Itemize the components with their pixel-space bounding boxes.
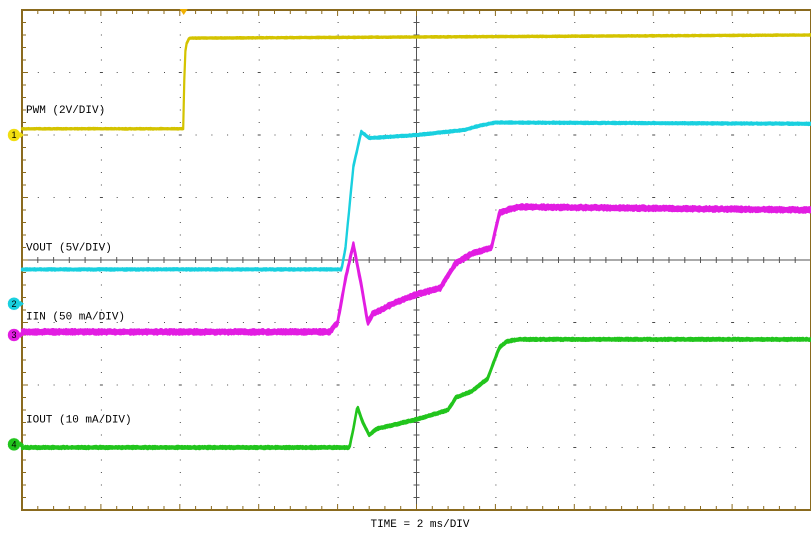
trace-pwm	[20, 33, 811, 131]
channel-3-marker: 3	[7, 328, 24, 342]
channel-4-arrow-icon	[20, 441, 24, 448]
timebase-label: TIME = 2 ms/DIV	[370, 519, 469, 531]
channel-3-number: 3	[11, 330, 16, 340]
channel-1-arrow-icon	[20, 132, 24, 138]
channel-4-marker: 4	[7, 437, 24, 452]
trace-iin	[20, 203, 811, 336]
channel-1-marker: 1	[7, 128, 24, 142]
channel-2-marker: 2	[7, 297, 24, 311]
waveform-traces	[20, 33, 811, 451]
channel-4-number: 4	[11, 440, 16, 450]
graticule	[21, 9, 811, 511]
frame-ticks	[21, 9, 811, 511]
label-iout: IOUT (10 mA/DIV)	[26, 415, 132, 427]
label-iin: IIN (50 mA/DIV)	[26, 311, 125, 323]
channel-1-number: 1	[11, 130, 16, 140]
trace-iout	[20, 336, 811, 451]
channel-ground-markers: 1 2 3 4	[7, 128, 24, 452]
label-pwm: PWM (2V/DIV)	[26, 105, 105, 117]
label-vout: VOUT (5V/DIV)	[26, 243, 112, 255]
channel-2-number: 2	[11, 299, 16, 309]
trace-vout	[20, 120, 811, 272]
channel-labels: PWM (2V/DIV) VOUT (5V/DIV) IIN (50 mA/DIV)…	[26, 105, 132, 426]
trigger-marker	[179, 9, 188, 15]
channel-3-arrow-icon	[20, 332, 24, 338]
channel-2-arrow-icon	[20, 300, 24, 307]
trigger-position-icon	[179, 9, 188, 15]
